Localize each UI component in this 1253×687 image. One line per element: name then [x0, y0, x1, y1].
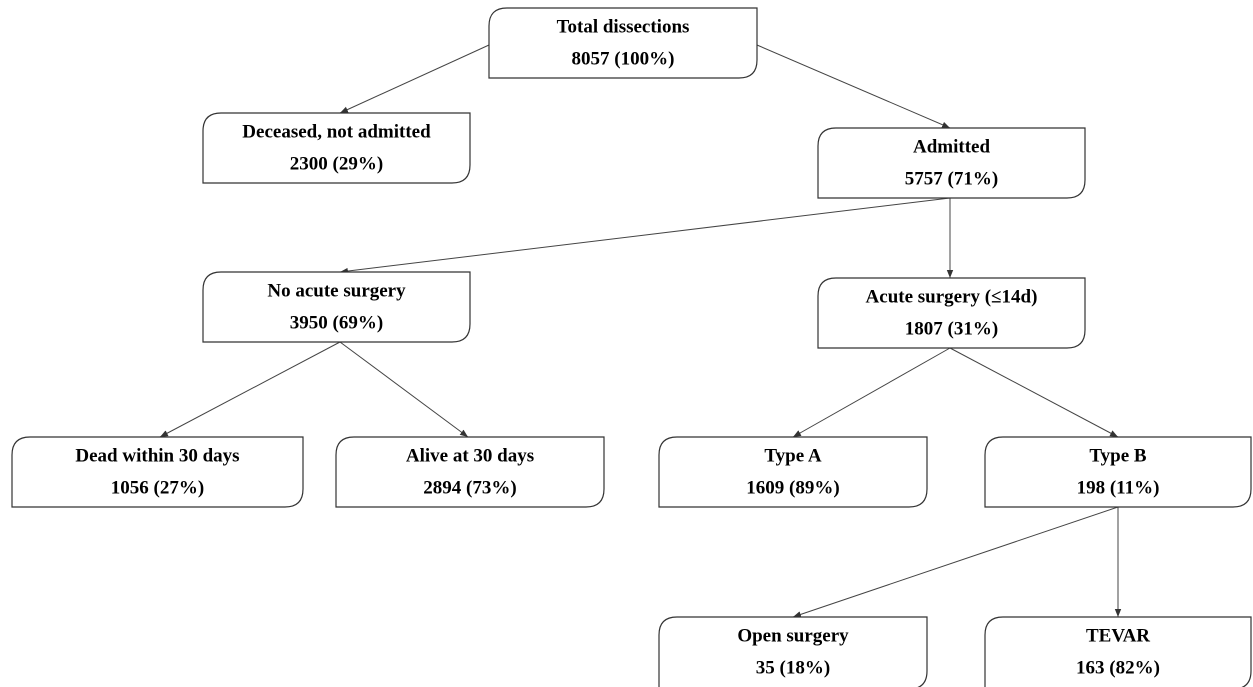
node-count: 35 (18%) [756, 657, 830, 678]
node: Open surgery 35 (18%) [658, 616, 928, 687]
node-box [658, 436, 928, 508]
node-label: Total dissections [557, 16, 690, 37]
node-label: Type B [1089, 445, 1147, 466]
arrow [339, 341, 469, 438]
node-count: 8057 (100%) [572, 48, 675, 69]
node-count: 198 (11%) [1077, 477, 1160, 498]
arrow [792, 347, 951, 438]
node-count: 1807 (31%) [905, 318, 998, 339]
node: Deceased, not admitted 2300 (29%) [202, 112, 471, 184]
node-label: Alive at 30 days [406, 445, 534, 466]
node-label: TEVAR [1086, 625, 1150, 646]
node-box [984, 436, 1252, 508]
node-label: No acute surgery [267, 280, 406, 301]
node-count: 1609 (89%) [746, 477, 839, 498]
node-count: 163 (82%) [1076, 657, 1160, 678]
node: Total dissections 8057 (100%) [488, 7, 758, 79]
node-box [817, 127, 1086, 199]
node: Type B 198 (11%) [984, 436, 1252, 508]
node-box [11, 436, 304, 508]
node-label: Type A [764, 445, 821, 466]
node-label: Deceased, not admitted [242, 121, 431, 142]
node-count: 1056 (27%) [111, 477, 204, 498]
arrow [159, 341, 341, 438]
arrow [339, 44, 490, 114]
arrow [339, 197, 951, 275]
node-label: Acute surgery (≤14d) [866, 286, 1038, 307]
arrow [756, 44, 951, 129]
node: Acute surgery (≤14d) 1807 (31%) [817, 277, 1086, 349]
node-count: 2894 (73%) [423, 477, 516, 498]
arrow [949, 347, 1119, 438]
node: TEVAR 163 (82%) [984, 616, 1252, 687]
node: No acute surgery 3950 (69%) [202, 271, 471, 343]
node: Admitted 5757 (71%) [817, 127, 1086, 199]
node-box [658, 616, 928, 687]
node-box [202, 271, 471, 343]
node-label: Admitted [913, 136, 990, 157]
node-label: Open surgery [737, 625, 849, 646]
edges [159, 44, 1122, 618]
arrow [792, 506, 1119, 618]
node: Alive at 30 days 2894 (73%) [335, 436, 605, 508]
node-box [984, 616, 1252, 687]
node-box [202, 112, 471, 184]
node: Dead within 30 days 1056 (27%) [11, 436, 304, 508]
node-box [817, 277, 1086, 349]
node-box [335, 436, 605, 508]
node-count: 3950 (69%) [290, 312, 383, 333]
node-box [488, 7, 758, 79]
node-count: 2300 (29%) [290, 153, 383, 174]
nodes: Total dissections 8057 (100%) Deceased, no… [11, 7, 1252, 687]
node-count: 5757 (71%) [905, 168, 998, 189]
node: Type A 1609 (89%) [658, 436, 928, 508]
node-label: Dead within 30 days [75, 445, 239, 466]
